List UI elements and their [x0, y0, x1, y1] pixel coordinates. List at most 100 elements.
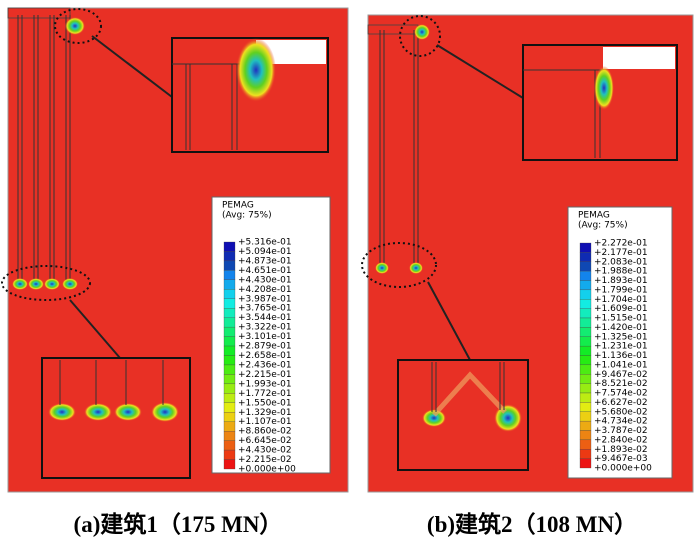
- legend-label: +9.467e-02: [594, 370, 648, 380]
- legend-swatch: [223, 251, 236, 262]
- zoom-ring: [399, 15, 441, 57]
- legend-label: +3.765e-01: [238, 304, 292, 314]
- inset: [397, 359, 529, 471]
- legend-swatch: [579, 252, 592, 262]
- legend-swatch: [579, 411, 592, 422]
- legend-label: +9.467e-03: [594, 454, 648, 464]
- legend-label: +1.799e-01: [594, 285, 648, 295]
- slab: [367, 24, 419, 35]
- legend-label: +4.430e-02: [238, 446, 292, 456]
- legend-label: +2.658e-01: [238, 351, 292, 361]
- legend-label: +3.101e-01: [238, 332, 292, 342]
- legend-label: +4.873e-01: [238, 256, 292, 266]
- legend-swatch: [579, 270, 592, 281]
- hot-spots: [375, 24, 430, 274]
- legend-label: +5.094e-01: [238, 247, 292, 257]
- legend-label: +6.627e-02: [594, 398, 648, 408]
- legend-label: +1.107e-01: [238, 417, 292, 427]
- legend-swatch: [223, 298, 236, 309]
- legend-swatch: [223, 402, 236, 413]
- legend-label: +1.325e-01: [594, 332, 648, 342]
- legend-label: +1.550e-01: [238, 398, 292, 408]
- legend-swatch: [579, 317, 592, 328]
- legend-swatch: [579, 420, 592, 431]
- legend-swatch: [579, 439, 592, 450]
- legend-label: +1.893e-02: [594, 445, 648, 455]
- legend-label: +0.000e+00: [594, 464, 652, 474]
- inset: [41, 357, 191, 479]
- legend-swatch: [223, 364, 236, 375]
- legend-swatch: [223, 449, 236, 460]
- legend-label: +2.215e-02: [238, 455, 292, 465]
- legend-swatch: [579, 289, 592, 300]
- hot-spots: [12, 17, 85, 290]
- legend-swatch: [579, 374, 592, 384]
- legend-title: PEMAG: [578, 211, 610, 221]
- legend-subtitle: (Avg: 75%): [578, 221, 628, 231]
- legend-label: +4.734e-02: [594, 417, 648, 427]
- arrow: [69, 299, 121, 359]
- legend-swatch: [223, 270, 236, 280]
- legend-label: +2.215e-01: [238, 370, 292, 380]
- legend-label: +2.083e-01: [594, 257, 648, 267]
- zoom-ring: [54, 8, 102, 44]
- legend-swatch: [223, 326, 236, 337]
- legend-swatch: [223, 374, 236, 385]
- legend-label: +3.544e-01: [238, 313, 292, 323]
- legend-swatch: [223, 440, 236, 451]
- legend-label: +8.860e-02: [238, 427, 292, 437]
- legend-label: +7.574e-02: [594, 389, 648, 399]
- legend-swatch: [223, 421, 236, 432]
- piles: [379, 30, 419, 268]
- zoom-ring: [1, 265, 91, 301]
- legend-swatch: [579, 345, 592, 356]
- legend-swatch: [579, 402, 592, 412]
- legend-label: +1.993e-01: [238, 379, 292, 389]
- legend-swatch: [223, 383, 236, 394]
- legend-label: +5.316e-01: [238, 238, 292, 248]
- legend-label: +4.651e-01: [238, 266, 292, 276]
- legend-label: +2.879e-01: [238, 342, 292, 352]
- legend-swatch: [579, 299, 592, 309]
- legend-swatch: [579, 458, 592, 469]
- legend-label: +1.704e-01: [594, 295, 648, 305]
- legend-swatch: [579, 355, 592, 366]
- legend-swatch: [579, 280, 592, 291]
- legend-swatch: [223, 355, 236, 366]
- legend-label: +1.136e-01: [594, 351, 648, 361]
- legend-swatch: [223, 260, 236, 271]
- legend-label: +1.515e-01: [594, 314, 648, 324]
- arrow: [427, 281, 471, 361]
- legend-subtitle: (Avg: 75%): [222, 211, 272, 221]
- legend-swatch: [579, 430, 592, 441]
- inset: [171, 37, 329, 153]
- legend-label: +1.231e-01: [594, 342, 648, 352]
- legend-label: +1.420e-01: [594, 323, 648, 333]
- piles: [17, 15, 71, 285]
- legend-swatch: [223, 393, 236, 403]
- legend-label: +2.177e-01: [594, 248, 648, 258]
- legend-swatch: [579, 308, 592, 319]
- legend-label: +1.329e-01: [238, 408, 292, 418]
- legend-swatch: [579, 383, 592, 394]
- legend-label: +3.322e-01: [238, 323, 292, 333]
- legend-swatch: [223, 289, 236, 299]
- legend-label: +2.272e-01: [594, 239, 648, 249]
- legend-swatch: [223, 241, 236, 252]
- legend-label: +1.041e-01: [594, 360, 648, 370]
- legend-label: +1.893e-01: [594, 276, 648, 286]
- legend-title: PEMAG: [222, 201, 254, 211]
- inset: [522, 44, 678, 161]
- legend-label: +8.521e-02: [594, 379, 648, 389]
- legend-swatch: [223, 431, 236, 441]
- zoom-ring: [361, 242, 437, 288]
- legend-swatch: [579, 449, 592, 459]
- legend-swatch: [223, 459, 236, 470]
- legend-swatch: [579, 364, 592, 375]
- legend-label: +3.787e-02: [594, 426, 648, 436]
- legend-swatch: [223, 317, 236, 328]
- legend-label: +2.436e-01: [238, 360, 292, 370]
- legend-swatch: [579, 242, 592, 253]
- legend-label: +6.645e-02: [238, 436, 292, 446]
